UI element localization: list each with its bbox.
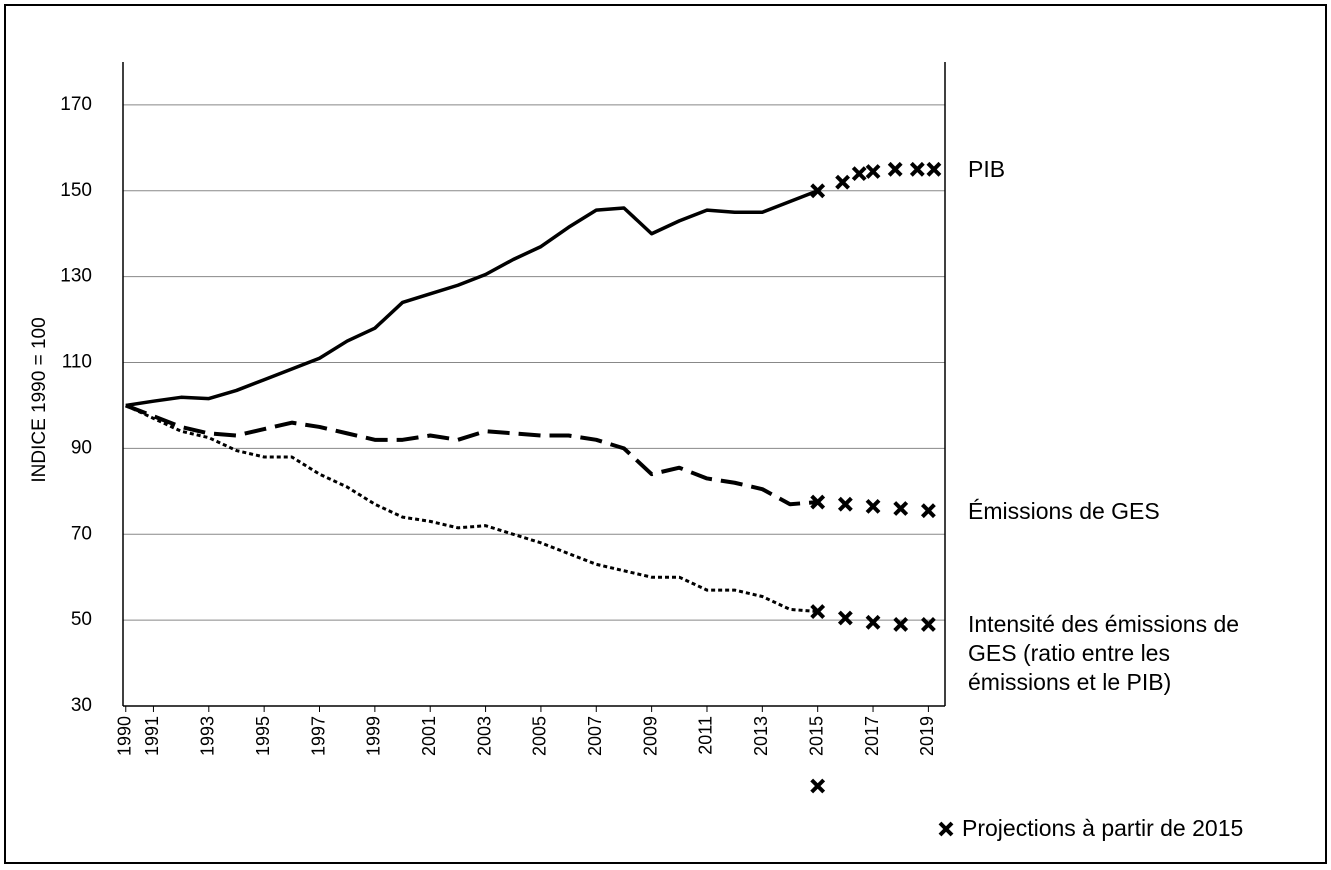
- frame: [4, 4, 1327, 864]
- x-tick-label: 2001: [419, 716, 439, 756]
- projection-marker: [835, 174, 851, 190]
- x-tick-label: 2009: [640, 716, 660, 756]
- projection-marker: [865, 498, 881, 514]
- legend-label: Projections à partir de 2015: [962, 815, 1243, 841]
- projection-marker: [810, 494, 826, 510]
- projection-symbol: [810, 778, 826, 794]
- projection-marker: [837, 610, 853, 626]
- y-tick-label: 50: [71, 609, 92, 630]
- projection-marker: [865, 164, 881, 179]
- projection-marker: [920, 617, 936, 632]
- x-tick-label: 2011: [696, 716, 716, 755]
- legend-symbol: [938, 821, 954, 837]
- projection-marker: [837, 496, 853, 512]
- series-line: [125, 404, 818, 614]
- series-line: [125, 403, 818, 507]
- x-tick-label: 2007: [585, 716, 605, 756]
- projection-marker: [920, 503, 936, 519]
- x-tick-label: 2019: [917, 716, 937, 756]
- series-label: PIB: [968, 156, 1006, 183]
- projection-marker: [887, 161, 903, 177]
- projection-marker: [810, 183, 826, 199]
- series-line: [125, 189, 819, 408]
- projection-marker: [893, 617, 909, 632]
- projection-marker: [926, 161, 942, 177]
- y-tick-label: 110: [62, 352, 92, 373]
- x-tick-label: 2005: [530, 716, 550, 756]
- projection-marker: [865, 614, 881, 630]
- y-tick-label: 30: [71, 695, 92, 716]
- y-tick-label: 130: [60, 266, 92, 287]
- x-tick-label: 2015: [806, 716, 826, 756]
- series-label: Émissions de GES: [968, 497, 1160, 524]
- x-tick-label: 2013: [751, 716, 771, 756]
- y-tick-label: 170: [60, 94, 92, 115]
- y-axis-title: INDICE 1990 = 100: [29, 317, 50, 482]
- x-tick-label: 1995: [253, 716, 273, 756]
- x-tick-label: 1999: [364, 716, 384, 756]
- projection-marker: [851, 166, 867, 182]
- x-tick-label: 1991: [142, 716, 162, 756]
- projection-marker: [810, 604, 826, 619]
- x-tick-label: 1990: [115, 716, 135, 756]
- x-tick-label: 2017: [862, 716, 882, 756]
- y-tick-label: 70: [71, 523, 92, 544]
- x-tick-label: 1997: [308, 716, 328, 756]
- series-label: Intensité des émissions de GES (ratio en…: [968, 611, 1240, 696]
- x-tick-label: 1993: [198, 716, 218, 756]
- x-tick-label: 2003: [474, 716, 494, 756]
- projection-marker: [909, 161, 925, 177]
- y-tick-label: 150: [60, 180, 92, 201]
- projection-marker: [893, 501, 909, 516]
- y-tick-label: 90: [71, 437, 92, 458]
